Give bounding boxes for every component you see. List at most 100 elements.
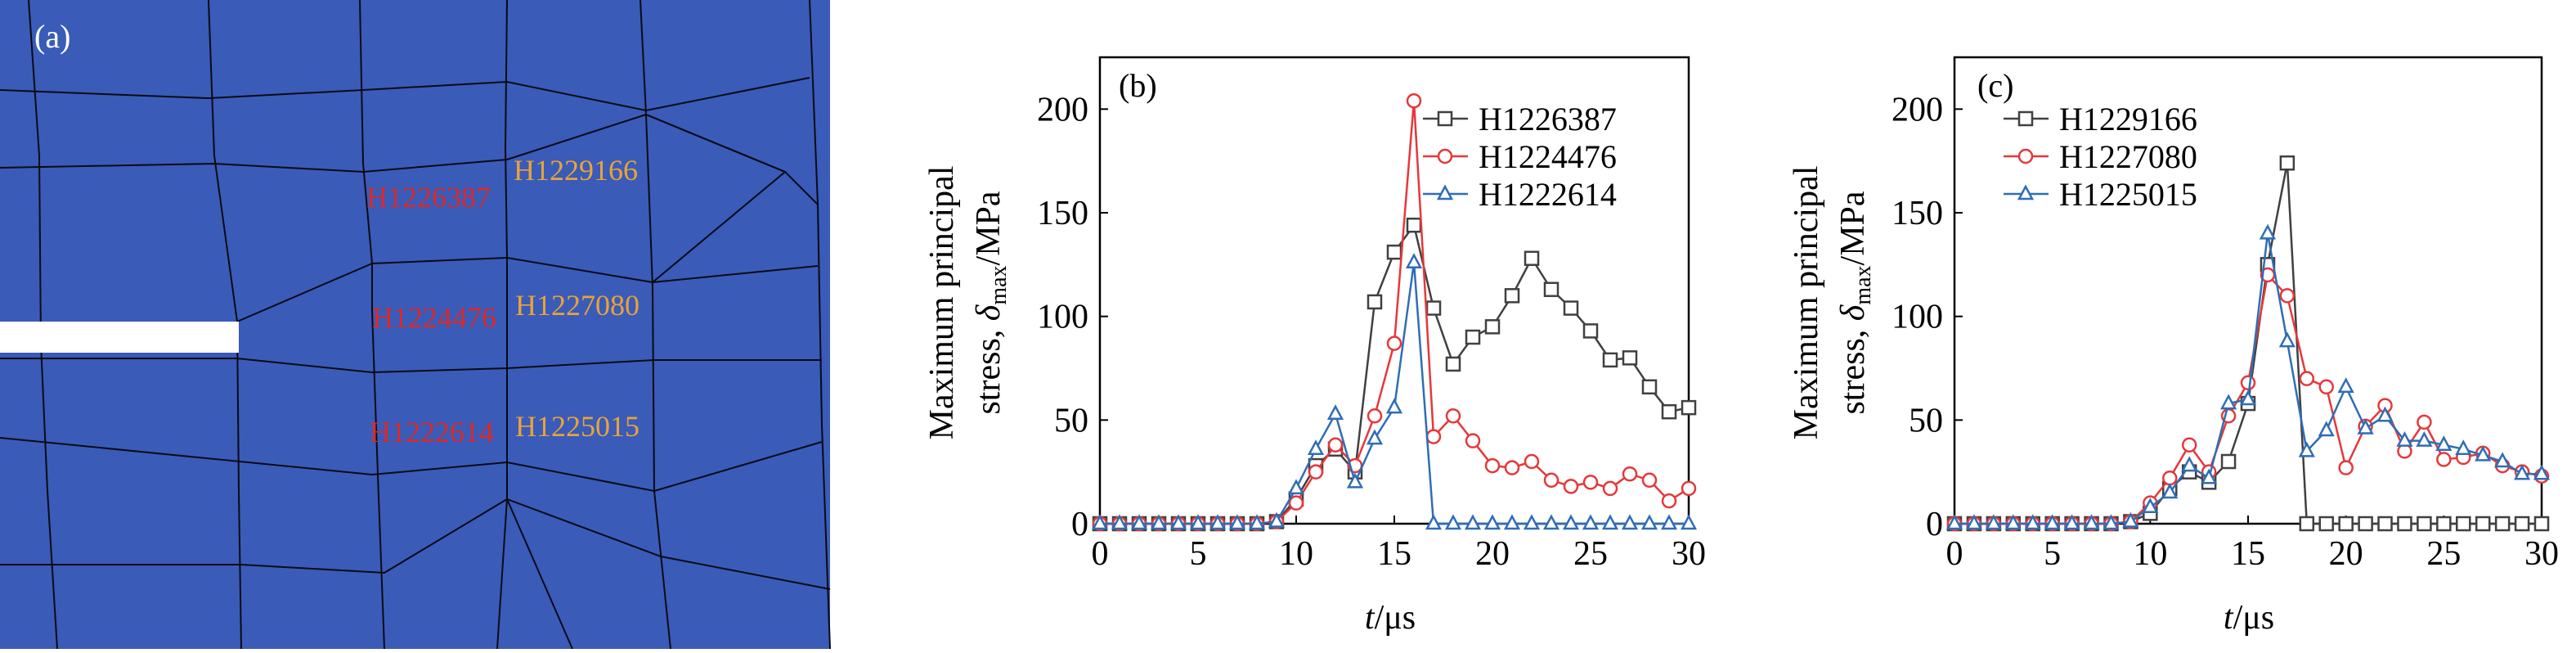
data-point: [1287, 479, 1305, 495]
x-axis-label-var: t: [1365, 599, 1376, 637]
legend-marker: [2017, 110, 2034, 127]
y-axis-label-unit: /MPa: [1834, 191, 1872, 265]
data-point: [1111, 514, 1129, 530]
data-point: [1445, 408, 1461, 424]
data-point: [1504, 288, 1520, 304]
y-tick-label: 200: [1037, 91, 1088, 128]
y-tick-label: 100: [1892, 299, 1943, 336]
data-point: [1445, 356, 1461, 372]
x-tick-label: 10: [2133, 535, 2167, 573]
data-point: [2083, 514, 2100, 530]
y-axis-label-unit: /MPa: [970, 191, 1008, 265]
mesh-line: [359, 0, 385, 650]
data-point: [2219, 394, 2237, 410]
notch: [0, 322, 239, 353]
data-point: [2299, 516, 2315, 532]
data-point: [2278, 331, 2296, 348]
node-label: H1229166: [514, 154, 638, 187]
legend-label: H1225015: [2059, 176, 2197, 213]
data-point: [2004, 514, 2022, 530]
node-label: H1225015: [515, 410, 640, 443]
y-axis-label-sub: max: [986, 265, 1012, 304]
y-tick-label: 0: [1926, 506, 1943, 543]
x-tick-label: 25: [1573, 535, 1608, 573]
x-tick-label: 30: [2524, 535, 2559, 573]
chart-c: Maximum principal stress, δmax/MPa t/μs …: [1788, 56, 2559, 637]
data-point: [1307, 439, 1325, 456]
data-point: [2436, 452, 2452, 467]
data-point: [1543, 281, 1560, 297]
data-point: [2298, 441, 2315, 457]
data-point: [1288, 495, 1304, 511]
data-point: [2024, 514, 2041, 530]
y-axis-label-prefix: stress,: [970, 321, 1008, 414]
y-tick-label: 0: [1071, 506, 1088, 543]
chart-b: Maximum principal stress, δmax/MPa t/μs …: [923, 56, 1706, 637]
data-point: [1268, 511, 1286, 528]
data-point: [1660, 514, 1678, 530]
y-axis-label-line2: stress, δmax/MPa: [970, 191, 1012, 414]
legend-label: H1222614: [1479, 176, 1617, 213]
data-point: [1542, 514, 1560, 530]
data-point: [1386, 336, 1402, 351]
legend-label: H1224476: [1479, 138, 1617, 175]
data-point: [1680, 514, 1698, 530]
data-point: [2435, 435, 2453, 451]
data-point: [2181, 437, 2197, 453]
data-point: [1640, 514, 1658, 530]
data-point: [1308, 464, 1324, 480]
data-point: [1622, 350, 1638, 366]
data-point: [2513, 464, 2531, 480]
data-point: [1465, 329, 1481, 345]
data-point: [1228, 514, 1246, 530]
data-point: [2338, 516, 2354, 532]
x-tick-label: 25: [2426, 535, 2461, 573]
x-tick-label: 15: [2231, 535, 2265, 573]
data-point: [2455, 439, 2472, 456]
legend-marker: [1437, 110, 1453, 127]
data-point: [1602, 352, 1618, 368]
data-point: [2416, 431, 2433, 447]
data-point: [1367, 408, 1383, 424]
data-point: [1248, 514, 1266, 530]
data-point: [1130, 514, 1148, 530]
data-point: [1945, 514, 1963, 530]
x-tick-label: 5: [2044, 535, 2061, 573]
data-point: [2318, 379, 2334, 395]
x-axis-label-unit: /μs: [2233, 599, 2275, 637]
data-point: [1169, 514, 1187, 530]
data-point: [2201, 468, 2218, 484]
data-point: [2494, 452, 2511, 468]
panel-label: (b): [1119, 67, 1157, 104]
y-tick-label: 150: [1892, 195, 1943, 232]
data-point: [1661, 493, 1677, 509]
x-tick-label: 0: [1946, 535, 1963, 573]
data-point: [2161, 483, 2179, 499]
y-axis-label-line1: Maximum principal: [1788, 166, 1825, 440]
data-point: [1543, 472, 1560, 489]
data-point: [1406, 92, 1422, 109]
legend-marker: [2017, 148, 2034, 164]
data-point: [2436, 516, 2452, 532]
data-point: [1150, 514, 1168, 530]
data-point: [2397, 516, 2412, 532]
data-point: [1621, 514, 1639, 530]
data-point: [1582, 514, 1600, 530]
data-point: [2376, 406, 2394, 422]
data-point: [1523, 514, 1541, 530]
data-point: [2318, 421, 2335, 437]
y-axis-label-var: δ: [970, 304, 1008, 321]
data-point: [1425, 429, 1442, 444]
data-point: [1965, 514, 1983, 530]
mesh-line: [640, 0, 671, 650]
data-point: [1622, 466, 1638, 482]
x-tick-label: 15: [1377, 535, 1411, 573]
data-point: [1504, 460, 1520, 475]
mesh-line: [809, 0, 831, 650]
data-point: [1524, 250, 1540, 266]
data-point: [1661, 403, 1677, 420]
y-tick-label: 50: [1054, 402, 1088, 439]
x-tick-label: 10: [1279, 535, 1313, 573]
data-point: [1563, 300, 1579, 316]
legend-label: H1229166: [2059, 101, 2197, 137]
